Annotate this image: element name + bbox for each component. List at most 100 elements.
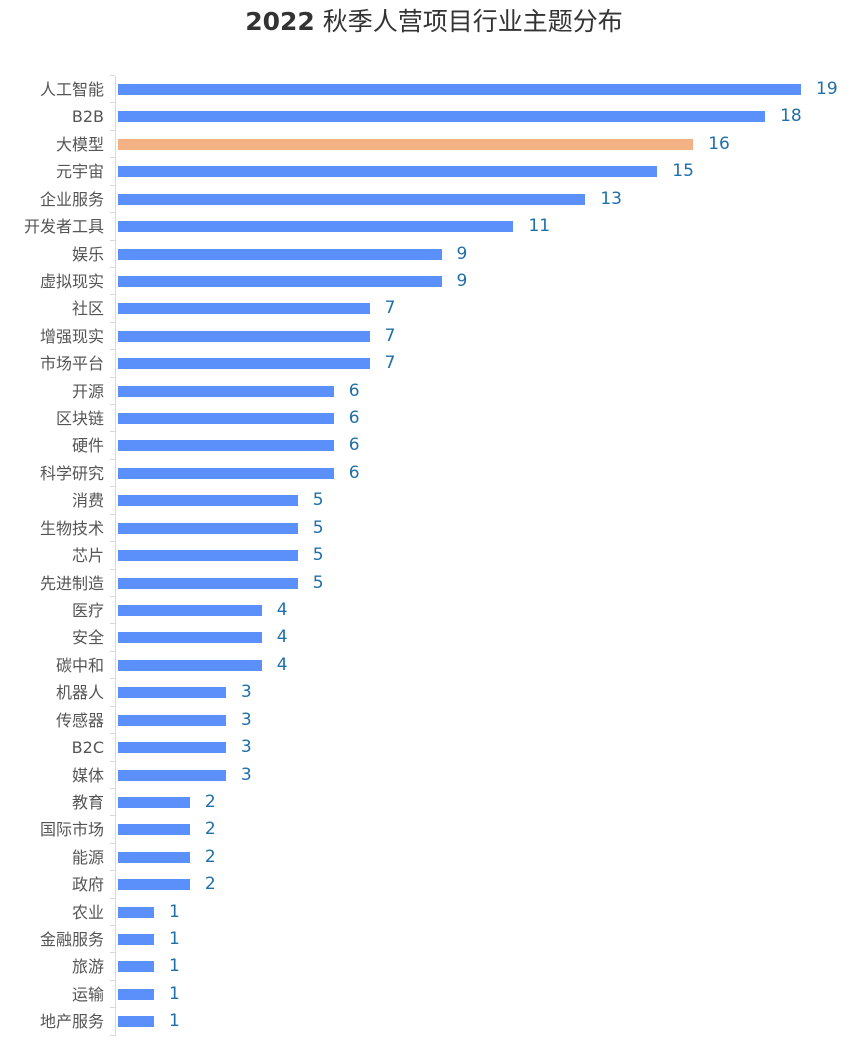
bar[interactable]	[118, 248, 442, 260]
category-label: 能源	[71, 847, 104, 867]
bar[interactable]	[118, 659, 262, 671]
value-label: 6	[348, 462, 360, 483]
bar[interactable]	[118, 385, 334, 397]
category-label: 人工智能	[39, 80, 104, 99]
bar[interactable]	[118, 769, 226, 781]
category-label: 市场平台	[39, 354, 104, 374]
category-label: 开源	[71, 381, 104, 401]
axis-tick	[110, 1007, 115, 1009]
bar-row: 开源 6	[0, 376, 860, 405]
value-label: 13	[600, 188, 622, 209]
category-label: 虚拟现实	[39, 271, 104, 291]
axis-tick	[110, 431, 115, 433]
category-label: 生物技术	[39, 518, 104, 538]
bar[interactable]	[118, 879, 190, 891]
axis-tick	[110, 404, 115, 406]
bar-row: 区块链 6	[0, 404, 860, 432]
chart-title: 2022 秋季人营项目行业主题分布	[0, 4, 860, 40]
bar[interactable]	[118, 111, 766, 123]
value-label: 2	[204, 791, 216, 812]
bar-row: 运输 1	[0, 979, 860, 1008]
bar-row: 元宇宙 15	[0, 157, 860, 185]
bar[interactable]	[118, 906, 154, 918]
bar[interactable]	[118, 358, 370, 370]
category-label: 教育	[71, 792, 104, 812]
category-label: 农业	[71, 902, 104, 922]
value-label: 1	[168, 983, 180, 1004]
bar[interactable]	[118, 193, 586, 205]
bar[interactable]	[118, 851, 190, 863]
axis-tick	[110, 266, 115, 268]
axis-tick	[110, 212, 115, 214]
value-label: 19	[816, 79, 838, 99]
bar[interactable]	[118, 522, 298, 534]
axis-tick	[110, 541, 115, 543]
bar-row: 人工智能 19	[0, 75, 860, 103]
bar[interactable]	[118, 1016, 154, 1028]
bar[interactable]	[118, 604, 262, 616]
axis-tick	[110, 952, 115, 954]
bar[interactable]	[118, 796, 190, 808]
axis-tick	[110, 705, 115, 707]
bar-row: 消费 5	[0, 486, 860, 514]
value-label: 3	[240, 682, 252, 703]
axis-tick	[110, 897, 115, 899]
axis-tick	[110, 733, 115, 735]
bar-row: 社区 7	[0, 294, 860, 322]
value-label: 2	[204, 819, 216, 840]
bar[interactable]	[118, 961, 154, 973]
bar[interactable]	[118, 632, 262, 644]
axis-tick	[110, 321, 115, 323]
axis-tick	[110, 979, 115, 981]
value-label: 11	[528, 216, 551, 237]
bar[interactable]	[118, 742, 226, 754]
axis-tick	[110, 294, 115, 296]
value-label: 1	[168, 956, 180, 977]
bar-row: 机器人 3	[0, 678, 860, 706]
category-label: 医疗	[71, 600, 104, 620]
bar[interactable]	[118, 303, 370, 315]
bar[interactable]	[118, 934, 154, 946]
bar-row: 媒体 3	[0, 760, 860, 789]
bar-row: 传感器 3	[0, 705, 860, 734]
bar-row: 教育 2	[0, 787, 860, 816]
bar-row: 金融服务 1	[0, 925, 860, 953]
bar[interactable]	[118, 84, 802, 95]
category-label: 大模型	[55, 134, 104, 154]
category-label: 开发者工具	[23, 217, 104, 237]
bar-row: 生物技术 5	[0, 513, 860, 542]
bar[interactable]	[118, 440, 334, 452]
bar[interactable]	[118, 330, 370, 342]
bar[interactable]	[118, 495, 298, 507]
axis-tick	[110, 678, 115, 680]
bar[interactable]	[118, 221, 514, 233]
category-label: 元宇宙	[55, 162, 104, 182]
value-label: 6	[348, 408, 360, 429]
bar[interactable]	[118, 824, 190, 836]
bar-row: 娱乐 9	[0, 239, 860, 268]
category-label: 先进制造	[39, 573, 104, 593]
category-label: 企业服务	[39, 189, 104, 209]
bar[interactable]	[118, 138, 694, 150]
bar-row: 硬件 6	[0, 431, 860, 459]
bar[interactable]	[118, 467, 334, 479]
bar[interactable]	[118, 166, 658, 178]
category-label: 国际市场	[39, 820, 104, 840]
bar[interactable]	[118, 275, 442, 287]
value-label: 3	[240, 764, 252, 785]
bar[interactable]	[118, 577, 298, 589]
bar-row: 市场平台 7	[0, 349, 860, 377]
category-label: 传感器	[55, 710, 104, 730]
bar[interactable]	[118, 714, 226, 726]
axis-tick	[110, 75, 115, 76]
value-label: 1	[168, 1011, 180, 1032]
value-label: 5	[312, 490, 324, 511]
bar[interactable]	[118, 550, 298, 562]
axis-tick	[110, 650, 115, 652]
bar[interactable]	[118, 687, 226, 699]
bar[interactable]	[118, 988, 154, 1000]
bar[interactable]	[118, 413, 334, 425]
category-label: 旅游	[71, 957, 104, 977]
category-label: 消费	[71, 491, 104, 511]
axis-tick	[110, 925, 115, 927]
